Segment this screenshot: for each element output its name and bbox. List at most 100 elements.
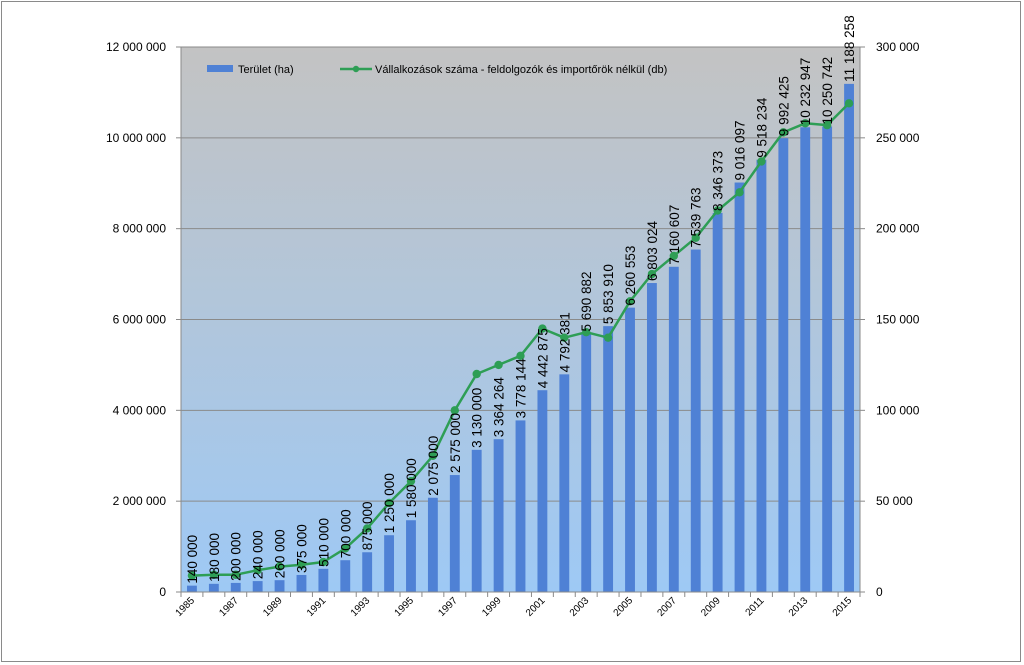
bar [515, 420, 526, 592]
line-series [187, 99, 854, 580]
bar [384, 535, 395, 592]
bar-value-label: 2 575 000 [448, 413, 463, 473]
bar-value-label: 140 000 [185, 535, 200, 584]
bar [362, 552, 373, 592]
bar-value-label: 510 000 [316, 518, 331, 567]
line-point [187, 571, 197, 580]
x-tick-label: 2015 [831, 595, 855, 619]
bar-value-label: 180 000 [207, 533, 222, 582]
bar [427, 497, 438, 592]
y-right-tick-label: 250 000 [876, 131, 920, 145]
bar [296, 574, 307, 592]
bar [800, 127, 811, 592]
bar-value-label: 1 250 000 [382, 473, 397, 533]
legend-bar-label: Terület (ha) [238, 64, 294, 76]
bar-value-label: 260 000 [273, 529, 288, 578]
x-tick-label: 2001 [524, 595, 548, 619]
bar [318, 568, 329, 592]
bar [756, 159, 767, 592]
bar-value-label: 10 250 742 [820, 57, 835, 125]
y-left-tick-label: 10 000 000 [106, 131, 166, 145]
line-point [253, 566, 262, 575]
bar-value-label: 7 160 607 [667, 205, 682, 265]
bar-value-label: 2 075 000 [426, 436, 441, 496]
x-tick-label: 2009 [699, 595, 723, 619]
bar [208, 583, 219, 592]
bar-value-label: 200 000 [229, 532, 244, 581]
y-right-tick-label: 50 000 [876, 494, 913, 508]
bar [449, 475, 460, 592]
line-point [384, 498, 394, 508]
x-tick-label: 1999 [480, 595, 504, 619]
bar-value-label: 4 442 875 [535, 328, 550, 388]
x-tick-label: 2011 [744, 595, 767, 618]
line-point [691, 233, 700, 242]
y-right-tick-label: 100 000 [876, 403, 920, 417]
bar [668, 266, 679, 592]
bar [406, 520, 416, 592]
y-left-tick-label: 8 000 000 [113, 222, 167, 236]
data-labels: 140 000 180 000 200 000 240 000 260 000 375 0… [185, 15, 857, 583]
x-tick-label: 2005 [612, 595, 636, 619]
line-point [341, 544, 350, 553]
line-point [319, 557, 328, 567]
bar-series [187, 83, 854, 593]
bar-value-label: 3 130 000 [470, 388, 485, 448]
x-tick-label: 1997 [436, 595, 460, 619]
bar [274, 580, 285, 592]
line-point [428, 451, 438, 460]
line-point [779, 128, 788, 137]
legend-line-marker [352, 65, 360, 73]
bar [603, 326, 614, 592]
y-left-tick-label: 12 000 000 [106, 40, 166, 54]
bar [187, 585, 197, 592]
line-point [516, 351, 525, 361]
x-tick-label: 2003 [568, 595, 592, 619]
line-point [801, 119, 810, 128]
bar-value-label: 6 260 553 [623, 246, 638, 306]
y-left-tick-label: 0 [159, 585, 166, 599]
bar-value-label: 875 000 [360, 501, 375, 550]
x-tick-label: 1991 [305, 595, 329, 619]
x-tick-label: 1993 [349, 595, 373, 619]
y-right-tick-label: 200 000 [876, 222, 920, 236]
line-point [362, 524, 372, 533]
bar [252, 581, 263, 592]
legend-bar-swatch [207, 65, 233, 72]
bar [559, 374, 570, 592]
bar-value-label: 9 992 425 [776, 76, 791, 136]
line-point [297, 560, 306, 569]
bar [690, 249, 701, 592]
y-right-tick-label: 300 000 [876, 40, 920, 54]
bar-value-label: 3 778 144 [514, 358, 529, 419]
y-left-tick-label: 2 000 000 [113, 494, 167, 508]
bar-value-label: 11 188 258 [842, 15, 857, 82]
line-point [757, 157, 766, 166]
line-point [450, 406, 459, 415]
line-point [582, 328, 591, 337]
line-point [275, 562, 284, 571]
line-point [735, 188, 744, 197]
line-point [669, 251, 679, 261]
bar-value-label: 5 853 910 [601, 264, 616, 324]
x-tick-label: 1985 [174, 595, 198, 619]
bar [340, 560, 351, 592]
line-point [647, 269, 657, 279]
line-point [494, 360, 503, 370]
bar [581, 333, 592, 592]
x-tick-label: 2013 [787, 595, 811, 619]
line-point [822, 120, 832, 130]
y-right-tick-label: 0 [876, 585, 883, 599]
line-point [231, 570, 240, 579]
x-tick-label: 1989 [261, 595, 285, 619]
bar [822, 126, 833, 592]
legend: Terület (ha) Vállalkozások száma - feldol… [207, 64, 667, 76]
x-tick-label: 1995 [393, 595, 417, 619]
bar-value-label: 10 232 947 [798, 58, 813, 126]
bar-value-label: 240 000 [251, 530, 266, 579]
bar [537, 390, 548, 592]
bar-value-label: 375 000 [294, 524, 309, 573]
line-point [625, 297, 635, 306]
